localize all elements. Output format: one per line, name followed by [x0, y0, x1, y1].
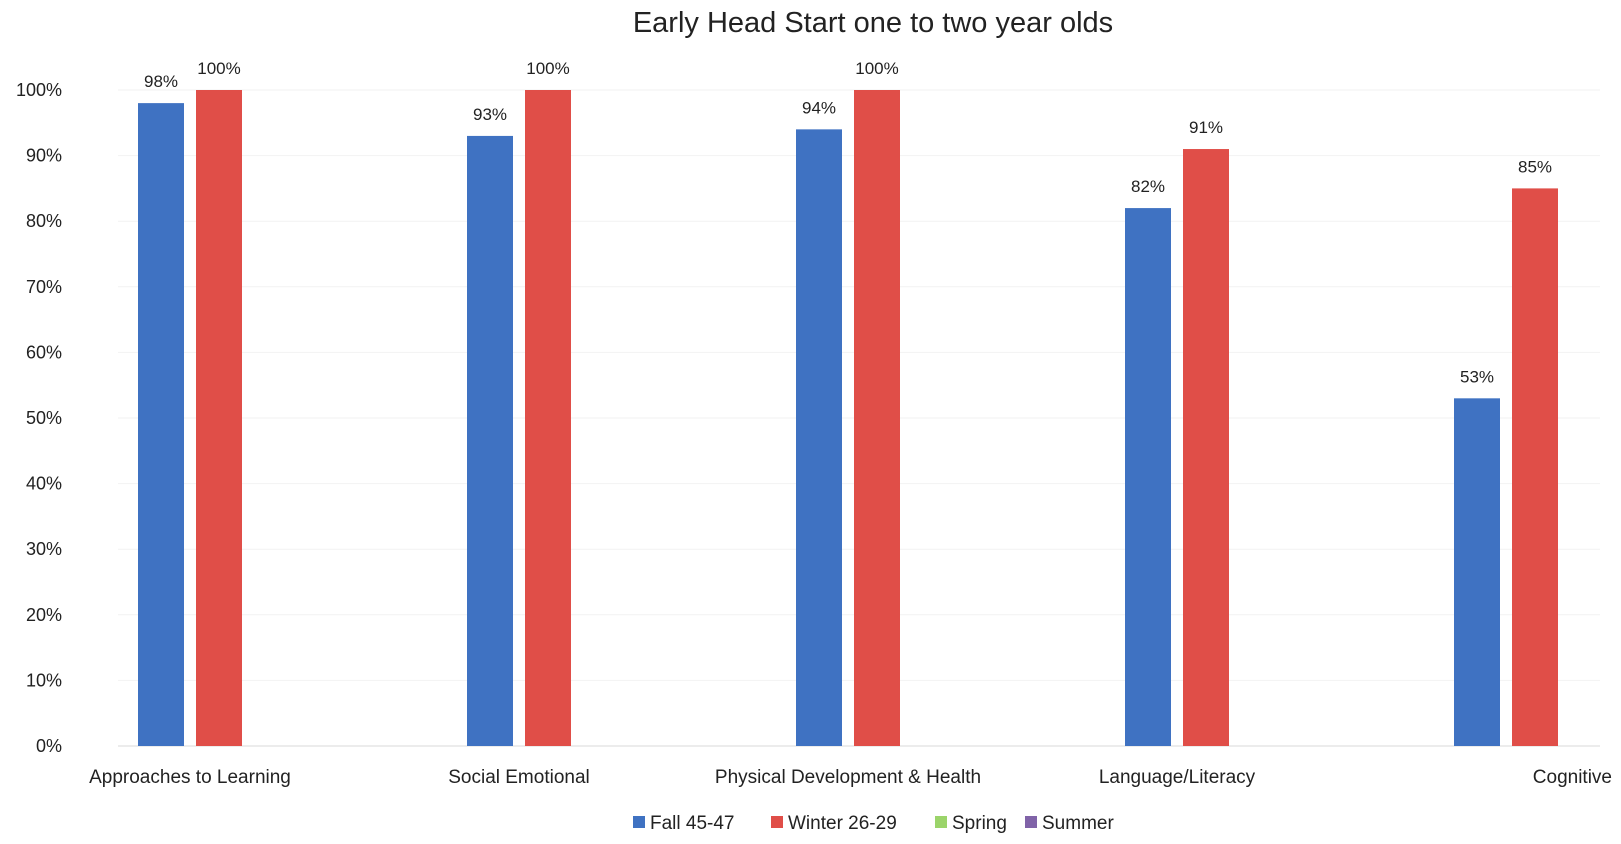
y-tick-label: 60% [26, 342, 62, 362]
y-tick-label: 70% [26, 277, 62, 297]
legend-label: Spring [952, 813, 1007, 834]
bar-winter-26-29 [525, 90, 571, 746]
data-labels: 98% 100% 93% 100% 94% 100% 82% 91% 53% 85% [144, 59, 1552, 386]
legend-label: Winter 26-29 [788, 813, 897, 834]
x-category-label: Cognitive [1533, 767, 1612, 788]
legend-swatch [935, 816, 947, 828]
chart-title: Early Head Start one to two year olds [633, 7, 1113, 39]
y-tick-label: 90% [26, 146, 62, 166]
data-label: 100% [526, 59, 569, 78]
data-label: 94% [802, 98, 836, 117]
y-tick-label: 100% [16, 80, 62, 100]
bar-winter-26-29 [196, 90, 242, 746]
legend-swatch [1025, 816, 1037, 828]
x-category-label: Language/Literacy [1099, 767, 1256, 788]
data-label: 93% [473, 105, 507, 124]
x-category-label: Physical Development & Health [715, 767, 981, 788]
y-tick-label: 30% [26, 539, 62, 559]
bar-winter-26-29 [854, 90, 900, 746]
bar-fall-45-47 [467, 135, 513, 747]
legend-label: Summer [1042, 813, 1114, 834]
x-category-label: Approaches to Learning [89, 767, 291, 788]
bar-winter-26-29 [1183, 149, 1229, 747]
data-label: 100% [855, 59, 898, 78]
legend-label: Fall 45-47 [650, 813, 735, 834]
bar-fall-45-47 [796, 129, 842, 747]
data-label: 82% [1131, 177, 1165, 196]
data-label: 98% [144, 72, 178, 91]
data-label: 85% [1518, 157, 1552, 176]
y-tick-label: 50% [26, 408, 62, 428]
data-label: 53% [1460, 367, 1494, 386]
data-label: 100% [197, 59, 240, 78]
data-label: 91% [1189, 118, 1223, 137]
bars [138, 90, 1558, 747]
bar-winter-26-29 [1512, 188, 1558, 746]
legend: Fall 45-47 Winter 26-29 Spring Summer [633, 813, 1114, 834]
legend-swatch [771, 816, 783, 828]
y-tick-label: 40% [26, 474, 62, 494]
y-tick-label: 10% [26, 670, 62, 690]
bar-fall-45-47 [138, 103, 184, 747]
y-tick-label: 0% [36, 736, 62, 756]
x-axis-categories: Approaches to Learning Social Emotional Ph… [89, 767, 1612, 788]
y-axis-ticks: 0% 10% 20% 30% 40% 50% 60% 70% 80% 90% 100% [16, 80, 62, 756]
y-tick-label: 20% [26, 605, 62, 625]
y-tick-label: 80% [26, 211, 62, 231]
legend-swatch [633, 816, 645, 828]
bar-fall-45-47 [1454, 398, 1500, 746]
x-category-label: Social Emotional [448, 767, 590, 788]
bar-fall-45-47 [1125, 208, 1171, 746]
